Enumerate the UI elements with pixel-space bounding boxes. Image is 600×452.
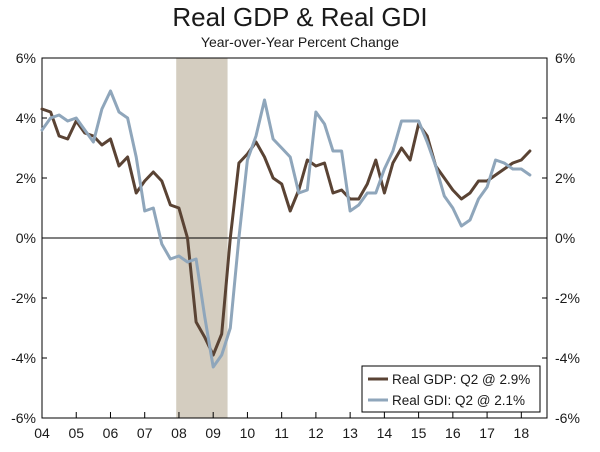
y-tick-label-left: 0%: [16, 230, 36, 246]
x-tick-label: 05: [68, 425, 84, 441]
legend-label: Real GDP: Q2 @ 2.9%: [392, 372, 530, 387]
x-tick-label: 15: [411, 425, 427, 441]
x-tick-label: 04: [34, 425, 50, 441]
y-tick-label-right: 4%: [555, 110, 575, 126]
x-tick-label: 07: [137, 425, 153, 441]
y-tick-label-right: -2%: [555, 290, 580, 306]
x-tick-label: 06: [103, 425, 119, 441]
y-tick-label-right: 6%: [555, 50, 575, 66]
x-tick-label: 09: [205, 425, 221, 441]
y-tick-label-right: 2%: [555, 170, 575, 186]
y-tick-label-right: 0%: [555, 230, 575, 246]
x-tick-label: 13: [342, 425, 358, 441]
x-tick-label: 17: [479, 425, 495, 441]
legend-box: [361, 365, 541, 413]
y-tick-label-left: -4%: [11, 350, 36, 366]
chart-title: Real GDP & Real GDI: [172, 2, 428, 32]
x-tick-label: 12: [308, 425, 324, 441]
y-tick-label-left: 4%: [16, 110, 36, 126]
x-tick-label: 08: [171, 425, 187, 441]
y-tick-label-left: -6%: [11, 410, 36, 426]
series-line-gdp: [40, 107, 532, 357]
y-tick-label-left: -2%: [11, 290, 36, 306]
series-line-gdi: [40, 89, 532, 369]
y-tick-label-right: -6%: [555, 410, 580, 426]
x-tick-label: 14: [377, 425, 393, 441]
y-tick-label-right: -4%: [555, 350, 580, 366]
y-tick-label-left: 2%: [16, 170, 36, 186]
x-tick-label: 18: [514, 425, 530, 441]
legend-label: Real GDI: Q2 @ 2.1%: [392, 393, 525, 408]
x-tick-label: 10: [240, 425, 256, 441]
y-tick-label-left: 6%: [16, 50, 36, 66]
chart-subtitle: Year-over-Year Percent Change: [200, 34, 400, 50]
x-tick-label: 11: [274, 425, 289, 441]
x-tick-label: 16: [445, 425, 461, 441]
